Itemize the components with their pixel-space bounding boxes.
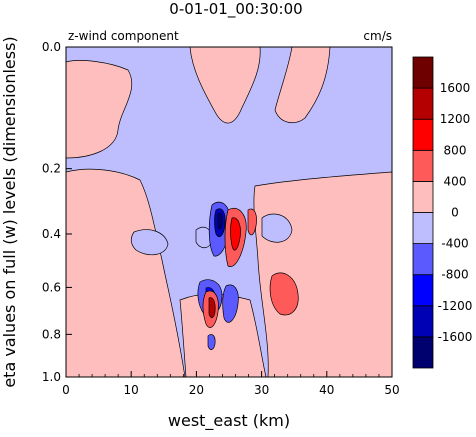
positive-region-top-right [274,47,331,124]
colorbar-swatch [412,336,434,369]
y-axis-title: eta values on full (w) levels (dimension… [0,36,19,387]
negative-pocket-left [130,229,169,256]
colorbar-swatch [412,212,434,245]
variable-label: z-wind component [68,29,179,43]
y-tick-label: 0.6 [42,280,61,294]
y-tick-label: 0.0 [42,40,61,54]
downdraft-core-right [222,284,239,323]
colorbar-label: -800 [441,268,468,282]
updraft-core-upper-strong [230,217,241,251]
x-axis: 0 10 20 30 40 50 [62,371,400,397]
y-tick-label: 0.4 [42,227,61,241]
x-tick-label: 50 [384,383,399,397]
colorbar-swatch [412,243,434,276]
colorbar-swatch [412,149,434,182]
colorbar-label: 800 [444,143,467,157]
y-tick-label: 1.0 [42,370,61,384]
colorbar-label: -1200 [438,299,473,313]
x-tick-label: 0 [62,383,70,397]
units-label: cm/s [363,29,392,43]
contour-field [65,46,393,378]
colorbar-label: -400 [441,237,468,251]
colorbar-label: 0 [451,206,459,220]
x-tick-label: 20 [189,383,204,397]
negative-pocket-right [261,213,293,243]
colorbar-swatch [412,305,434,338]
colorbar: -1600 -1200 -800 -400 0 400 800 1200 1600 [412,56,473,369]
colorbar-swatch [412,56,434,89]
colorbar-label: 1200 [440,112,471,126]
x-tick-label: 40 [319,383,334,397]
positive-region-top-center [189,47,261,124]
x-axis-title: west_east (km) [168,411,290,431]
y-axis: 0.0 0.2 0.4 0.6 0.8 1.0 [42,40,72,384]
positive-region-top-left [66,60,133,159]
colorbar-label: -1600 [438,330,473,344]
colorbar-label: 1600 [440,81,471,95]
updraft-core-lower-strong [208,297,216,318]
colorbar-swatch [412,180,434,213]
updraft-side-small [247,208,257,236]
colorbar-label: 400 [444,174,467,188]
downdraft-small-bottom [207,334,216,350]
x-tick-label: 30 [254,383,269,397]
plot-frame [65,46,393,378]
updraft-right-isolated [269,272,299,316]
y-tick-label: 0.2 [42,162,61,176]
colorbar-swatch [412,274,434,307]
y-tick-label: 0.8 [42,327,61,341]
chart-title: 0-01-01_00:30:00 [169,0,302,19]
x-tick-label: 10 [124,383,139,397]
colorbar-swatch [412,118,434,151]
colorbar-swatch [412,87,434,120]
downdraft-core-upper-peak [217,213,223,230]
